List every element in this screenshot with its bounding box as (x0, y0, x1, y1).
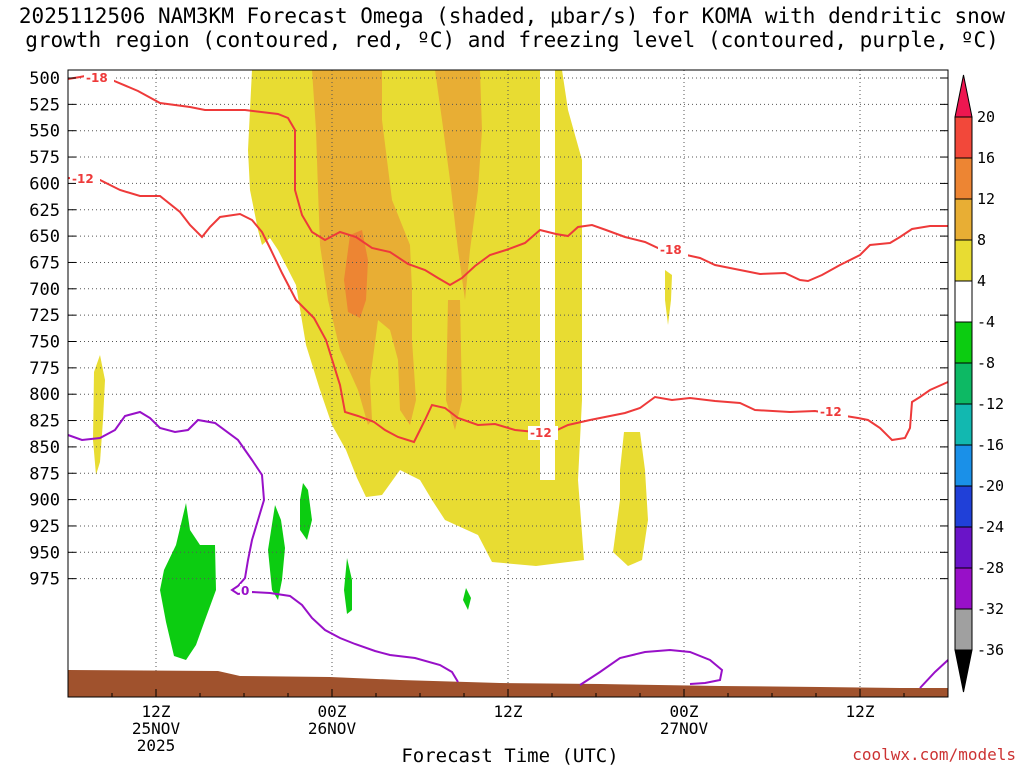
x-tick-label: 12Z (142, 702, 171, 721)
title-line-2: growth region (contoured, red, ºC) and f… (25, 28, 999, 52)
y-tick-label: 850 (29, 438, 60, 458)
y-tick-label: 800 (29, 385, 60, 405)
y-tick-label: 525 (29, 95, 60, 115)
title-line-1: 2025112506 NAM3KM Forecast Omega (shaded… (18, 4, 1006, 28)
colorbar-label: 16 (977, 149, 995, 167)
omega-shading (93, 70, 672, 660)
y-tick-label: 600 (29, 174, 60, 194)
omega-lift-4-8-small (665, 270, 672, 325)
dgz-label-1: -18 (86, 71, 108, 85)
x-tick-label: 26NOV (308, 719, 357, 738)
colorbar-label: 8 (977, 231, 986, 249)
colorbar-swatch (954, 608, 973, 651)
colorbar-label: -16 (977, 436, 1004, 454)
colorbar-swatch (954, 403, 973, 446)
omega-lift-4-8-west (93, 355, 105, 475)
y-tick-label: 775 (29, 359, 60, 379)
colorbar-swatch (954, 567, 973, 610)
y-tick-label: 550 (29, 122, 60, 142)
y-tick-label: 925 (29, 517, 60, 537)
omega-lift-8-12-c (446, 300, 462, 430)
y-tick-label: 650 (29, 227, 60, 247)
x-tick-label: 2025 (137, 736, 176, 755)
colorbar-label: -20 (977, 477, 1004, 495)
omega-lift-4-8-main (248, 70, 584, 566)
colorbar-swatch (954, 321, 973, 364)
freezing-level-contour-c (919, 659, 949, 689)
colorbar-label: 4 (977, 272, 986, 290)
colorbar-swatch (954, 157, 973, 200)
y-tick-label: 625 (29, 201, 60, 221)
colorbar-swatch (954, 526, 973, 569)
dgz-label-3: -18 (660, 243, 682, 257)
colorbar-swatch (954, 280, 973, 323)
x-tick-label: 27NOV (660, 719, 709, 738)
y-tick-label: 950 (29, 543, 60, 563)
omega-lift-12-16 (344, 230, 368, 318)
y-tick-label: 675 (29, 253, 60, 273)
omega-sink-d (344, 558, 352, 614)
omega-sink-c (300, 483, 312, 540)
colorbar-arrow-bottom (954, 649, 973, 693)
dgz-label-4: -12 (530, 426, 552, 440)
y-tick-label: 900 (29, 491, 60, 511)
colorbar-label: -12 (977, 395, 1004, 413)
x-tick-label: 12Z (846, 702, 875, 721)
x-tick-label: 00Z (670, 702, 699, 721)
dgz-upper-contour (67, 71, 948, 287)
y-tick-label: 875 (29, 464, 60, 484)
colorbar-label: -4 (977, 313, 995, 331)
y-tick-label: 750 (29, 333, 60, 353)
chart-title: 2025112506 NAM3KM Forecast Omega (shaded… (0, 4, 1024, 52)
x-axis-title: Forecast Time (UTC) (401, 745, 619, 767)
omega-lift-4-8-east (613, 432, 648, 566)
dgz-label-bg-3 (658, 243, 688, 257)
x-tick-label: 00Z (318, 702, 347, 721)
dgz-label-2: -12 (72, 172, 94, 186)
y-tick-label: 575 (29, 148, 60, 168)
colorbar-swatch (954, 362, 973, 405)
omega-sink-e (463, 588, 471, 610)
y-tick-label: 700 (29, 280, 60, 300)
colorbar: 20 16 12 8 4 -4 -8 -12 -16 -20 -24 -28 -32 -36 (954, 74, 1004, 693)
dgz-lower-contour (67, 177, 949, 444)
colorbar-label: -36 (977, 641, 1004, 659)
colorbar-swatch (954, 239, 973, 282)
colorbar-label: -32 (977, 600, 1004, 618)
colorbar-swatch (954, 444, 973, 487)
dgz-label-5: -12 (820, 405, 842, 419)
freezing-level-contour-b (579, 648, 724, 686)
x-tick-label: 12Z (494, 702, 523, 721)
colorbar-label: -28 (977, 559, 1004, 577)
colorbar-swatch (954, 485, 973, 528)
freezing-level-label: 0 (241, 584, 249, 598)
dgz-label-bg-2 (70, 172, 100, 186)
y-tick-label: 975 (29, 570, 60, 590)
grid-lines (68, 70, 948, 697)
y-tick-label: 500 (29, 69, 60, 89)
colorbar-swatch (954, 198, 973, 241)
colorbar-label: 12 (977, 190, 995, 208)
colorbar-arrow-top (954, 74, 973, 118)
omega-lift-8-12-b (435, 70, 482, 300)
credit-link[interactable]: coolwx.com/models (852, 745, 1016, 764)
y-tick-label: 725 (29, 306, 60, 326)
omega-sink-a (160, 503, 216, 660)
y-tick-label: 825 (29, 412, 60, 432)
y-axis: 500 525 550 575 600 625 650 675 700 725 750 775 800 8… (29, 69, 948, 590)
colorbar-swatch (954, 116, 973, 159)
colorbar-label: 20 (977, 108, 995, 126)
colorbar-label: -8 (977, 354, 995, 372)
freezing-label-bg (240, 584, 252, 598)
colorbar-label: -24 (977, 518, 1004, 536)
dgz-label-bg-4 (528, 426, 558, 440)
dgz-label-bg-5 (818, 405, 848, 419)
x-tick-label: 25NOV (132, 719, 181, 738)
terrain-surface (68, 670, 948, 697)
dgz-label-bg-1 (84, 71, 114, 85)
freezing-level-contour-a (67, 410, 459, 683)
